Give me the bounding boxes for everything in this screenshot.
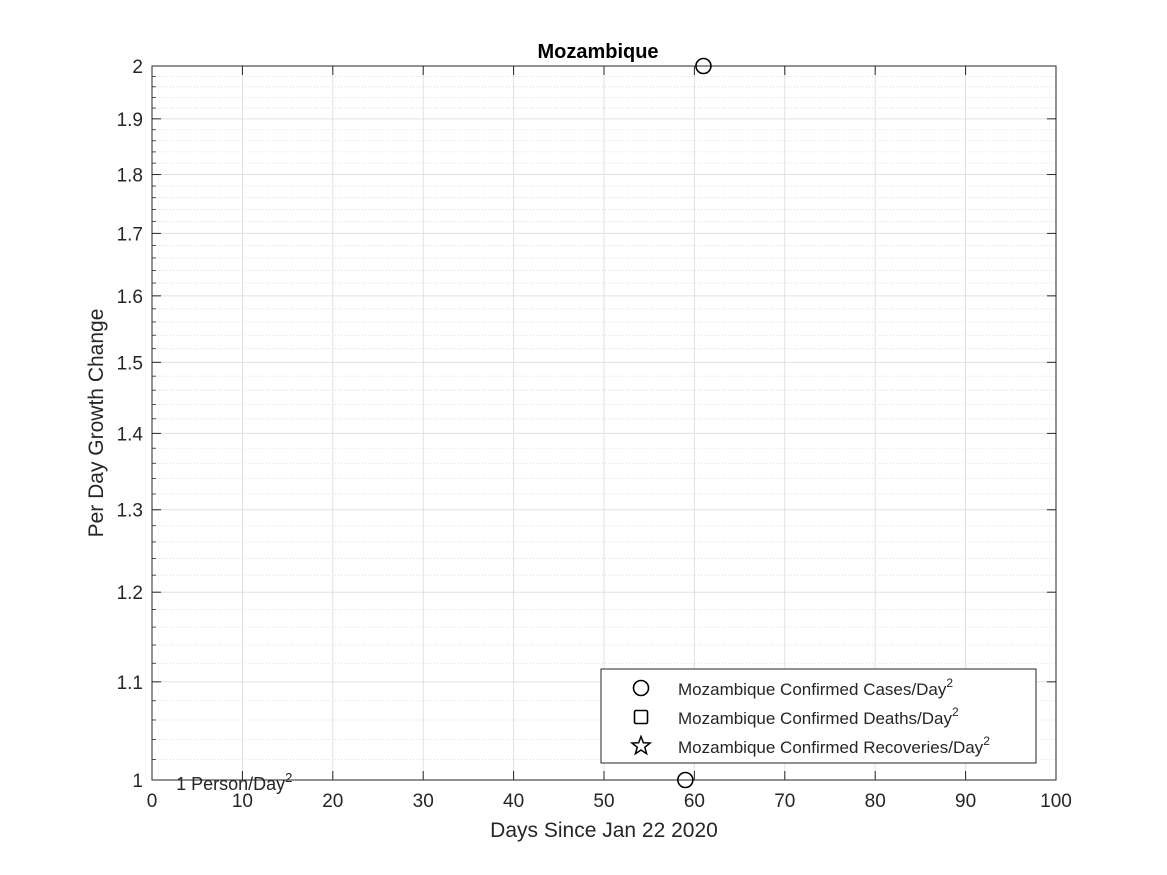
- y-tick-label: 1.1: [117, 673, 143, 694]
- data-point-series-0: [677, 771, 694, 789]
- legend-marker-square: [633, 709, 649, 725]
- y-tick-label: 1.6: [117, 287, 143, 308]
- legend: Mozambique Confirmed Cases/Day2 Mozambiqu…: [600, 668, 1037, 764]
- legend-entry: Mozambique Confirmed Cases/Day2: [678, 676, 953, 699]
- x-tick-label: 0: [147, 791, 158, 812]
- chart-title: Mozambique: [537, 41, 658, 63]
- y-tick-label: 1.4: [117, 424, 144, 445]
- y-tick-label: 1.5: [117, 353, 143, 374]
- annotation-text: 1 Person/Day2: [176, 770, 292, 794]
- x-tick-label: 100: [1040, 791, 1072, 812]
- y-tick-label: 1.9: [117, 110, 143, 131]
- x-tick-label: 50: [593, 791, 614, 812]
- x-tick-label: 90: [955, 791, 976, 812]
- x-tick-label: 20: [322, 791, 343, 812]
- x-tick-label: 10: [232, 791, 253, 812]
- x-axis-label: Days Since Jan 22 2020: [490, 819, 718, 842]
- legend-marker-circle: [632, 679, 650, 697]
- data-point-series-0: [695, 57, 712, 75]
- x-tick-label: 40: [503, 791, 524, 812]
- legend-entry: Mozambique Confirmed Recoveries/Day2: [678, 734, 990, 757]
- x-tick-label: 80: [865, 791, 886, 812]
- y-tick-label: 1.3: [117, 501, 143, 522]
- y-tick-label: 1: [132, 771, 143, 792]
- legend-marker-star: [629, 734, 653, 756]
- y-tick-label: 1.8: [117, 166, 143, 187]
- y-tick-label: 2: [132, 57, 143, 78]
- y-tick-label: 1.2: [117, 583, 143, 604]
- y-axis-label: Per Day Growth Change: [85, 309, 108, 538]
- legend-entry: Mozambique Confirmed Deaths/Day2: [678, 705, 959, 728]
- x-tick-label: 60: [684, 791, 705, 812]
- legend-box: [600, 668, 1037, 764]
- x-tick-label: 70: [774, 791, 795, 812]
- y-tick-label: 1.7: [117, 224, 143, 245]
- x-tick-label: 30: [413, 791, 434, 812]
